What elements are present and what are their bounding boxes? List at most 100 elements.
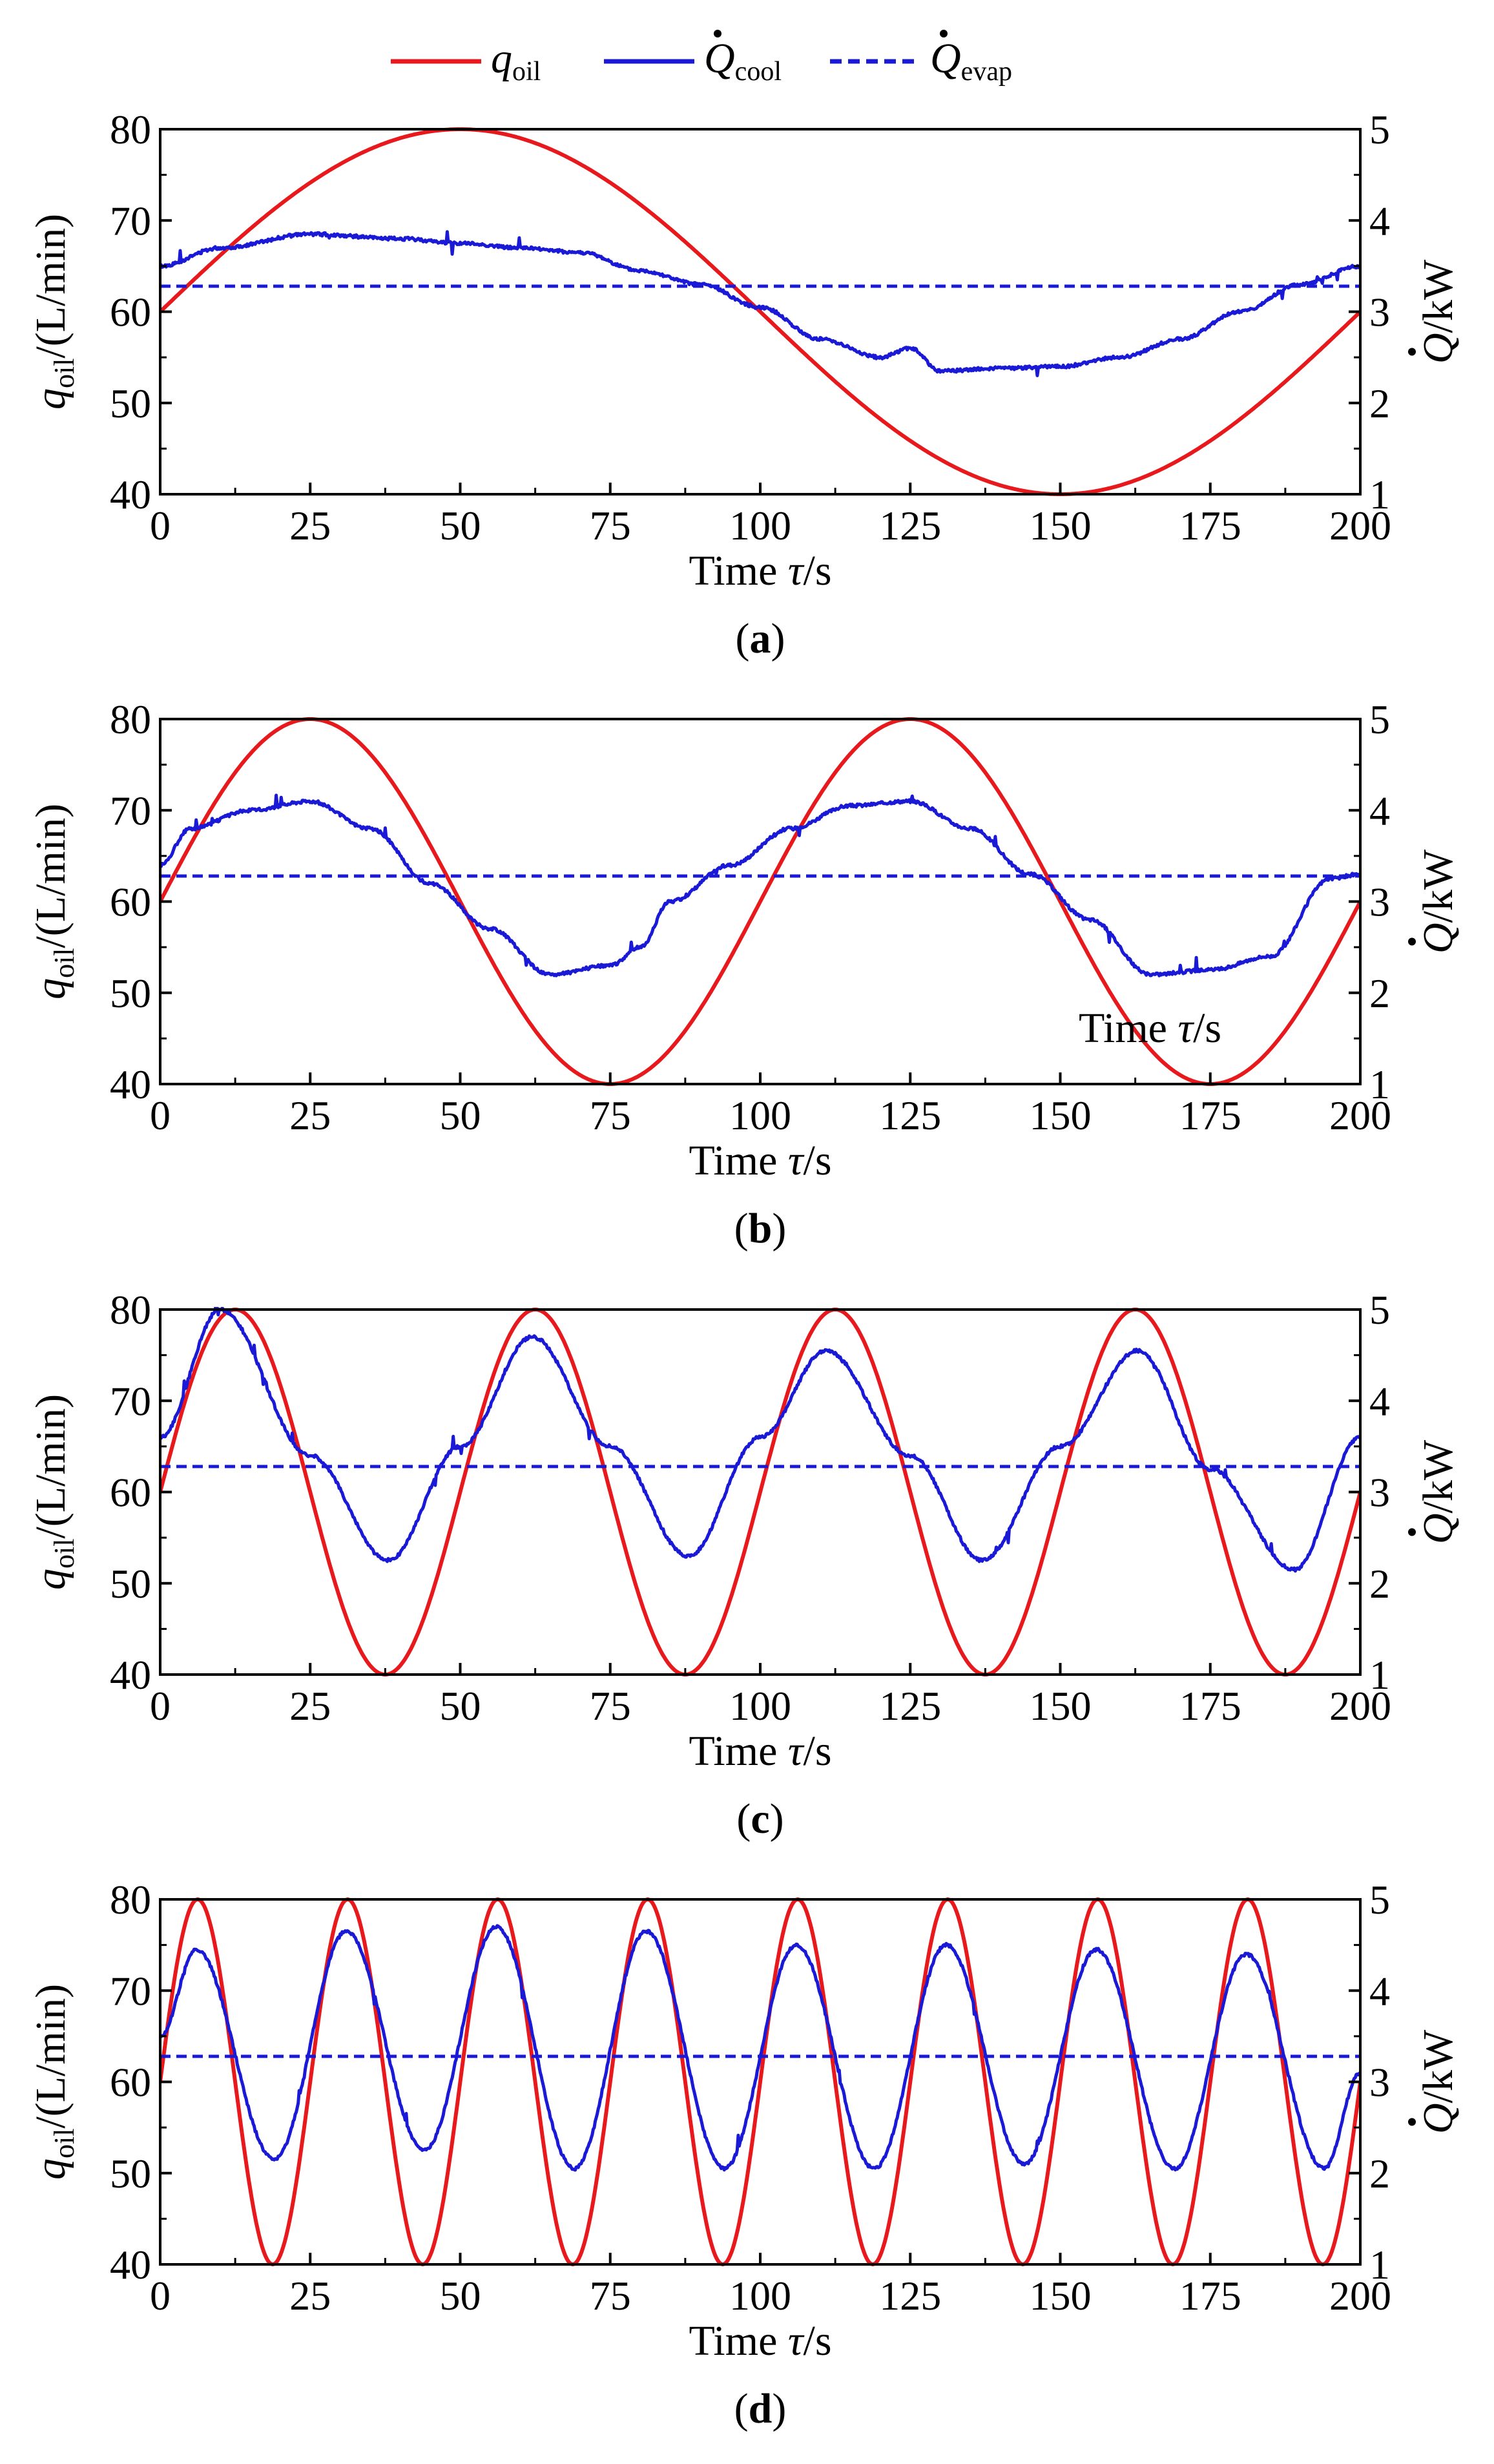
x-tick-label: 200 bbox=[1329, 503, 1391, 548]
plot-area bbox=[160, 1307, 1360, 1677]
legend-label-q-cool: Qcool bbox=[704, 30, 782, 87]
x-tick-label: 100 bbox=[729, 1092, 791, 1138]
y-right-tick-label: 2 bbox=[1369, 2151, 1390, 2197]
svg-text:Q/kW: Q/kW bbox=[1415, 259, 1462, 364]
y-left-tick-label: 40 bbox=[110, 472, 151, 517]
y-right-tick-label: 4 bbox=[1369, 1378, 1390, 1424]
x-tick-label: 50 bbox=[440, 503, 481, 548]
y-right-axis-label: Q/kW bbox=[1408, 849, 1462, 954]
x-tick-label: 175 bbox=[1179, 1683, 1241, 1729]
x-tick-label: 0 bbox=[150, 1092, 171, 1138]
legend-q-cool-dot bbox=[714, 30, 721, 37]
series-q-oil bbox=[160, 1307, 1360, 1677]
svg-text:qoil/(L/min): qoil/(L/min) bbox=[27, 1394, 80, 1590]
y-right-tick-label: 3 bbox=[1369, 879, 1390, 925]
x-tick-label: 75 bbox=[590, 503, 631, 548]
x-tick-label: 200 bbox=[1329, 1683, 1391, 1729]
y-right-tick-label: 1 bbox=[1369, 2242, 1390, 2288]
y-right-tick-label: 5 bbox=[1369, 1877, 1390, 1923]
x-tick-label: 125 bbox=[879, 1683, 941, 1729]
x-tick-label: 125 bbox=[879, 1092, 941, 1138]
svg-text:Q/kW: Q/kW bbox=[1415, 1439, 1462, 1544]
x-tick-label: 0 bbox=[150, 1683, 171, 1729]
panel-b: 0 25 50 75 100 125 150 175 200 40 50 60 70 80 1 2 3 4 5 Tim… bbox=[27, 696, 1462, 1252]
y-left-tick-label: 80 bbox=[110, 1287, 151, 1333]
x-tick-label: 150 bbox=[1030, 503, 1092, 548]
plot-area bbox=[160, 1897, 1360, 2267]
series-q-oil bbox=[160, 127, 1360, 496]
y-right-axis-label: Q/kW bbox=[1408, 2029, 1462, 2134]
series-q-cool bbox=[160, 1307, 1360, 1573]
panel-d: 0 25 50 75 100 125 150 175 200 40 50 60 70 80 1 2 3 4 5 Tim… bbox=[27, 1877, 1462, 2432]
y-right-tick-label: 1 bbox=[1369, 472, 1390, 517]
x-axis-label: Time τ/s bbox=[689, 1728, 831, 1775]
y-left-tick-label: 80 bbox=[110, 1877, 151, 1923]
x-tick-label: 50 bbox=[440, 2273, 481, 2319]
y-left-tick-label: 50 bbox=[110, 381, 151, 426]
series-q-cool bbox=[160, 230, 1360, 377]
y-left-tick-label: 50 bbox=[110, 2151, 151, 2197]
series-q-oil bbox=[160, 717, 1360, 1086]
y-right-tick-label: 4 bbox=[1369, 1968, 1390, 2014]
x-tick-label: 150 bbox=[1030, 1683, 1092, 1729]
y-right-label-dot bbox=[1408, 937, 1416, 946]
svg-text:qoil/(L/min): qoil/(L/min) bbox=[27, 1984, 80, 2180]
y-left-tick-label: 60 bbox=[110, 1470, 151, 1516]
y-left-tick-label: 70 bbox=[110, 1378, 151, 1424]
legend-q-evap-dot bbox=[940, 30, 948, 37]
y-left-axis-label: qoil/(L/min) bbox=[27, 1984, 80, 2180]
x-tick-label: 25 bbox=[289, 503, 331, 548]
y-right-tick-label: 1 bbox=[1369, 1652, 1390, 1698]
y-left-tick-label: 70 bbox=[110, 788, 151, 833]
y-left-tick-label: 40 bbox=[110, 2242, 151, 2288]
legend-label-q-oil: qoil bbox=[491, 35, 541, 87]
y-right-label-dot bbox=[1408, 348, 1416, 356]
x-tick-label: 75 bbox=[590, 1092, 631, 1138]
y-left-tick-label: 70 bbox=[110, 198, 151, 244]
x-tick-label: 150 bbox=[1030, 1092, 1092, 1138]
x-tick-label: 175 bbox=[1179, 2273, 1241, 2319]
y-left-axis-label: qoil/(L/min) bbox=[27, 214, 80, 410]
plot-area bbox=[160, 127, 1360, 496]
x-tick-label: 25 bbox=[289, 1092, 331, 1138]
legend-label-q-evap: Qevap bbox=[930, 30, 1012, 87]
x-tick-label: 175 bbox=[1179, 1092, 1241, 1138]
y-left-tick-label: 60 bbox=[110, 289, 151, 335]
x-tick-label: 100 bbox=[729, 2273, 791, 2319]
x-tick-label: 25 bbox=[289, 2273, 331, 2319]
panel-label: (b) bbox=[734, 1205, 787, 1252]
y-right-tick-label: 5 bbox=[1369, 1287, 1390, 1333]
x-axis-label: Time τ/s bbox=[689, 1137, 831, 1184]
y-right-tick-label: 5 bbox=[1369, 696, 1390, 742]
y-right-label-dot bbox=[1408, 2118, 1416, 2126]
y-left-tick-label: 60 bbox=[110, 879, 151, 925]
x-tick-label: 75 bbox=[590, 1683, 631, 1729]
y-right-tick-label: 3 bbox=[1369, 1470, 1390, 1516]
y-right-tick-label: 1 bbox=[1369, 1061, 1390, 1107]
svg-text:Q/kW: Q/kW bbox=[1415, 2029, 1462, 2134]
panel-c: 0 25 50 75 100 125 150 175 200 40 50 60 70 80 1 2 3 4 5 Tim… bbox=[27, 1287, 1462, 1843]
y-right-axis-label: Q/kW bbox=[1408, 259, 1462, 364]
x-tick-label: 100 bbox=[729, 1683, 791, 1729]
y-right-tick-label: 5 bbox=[1369, 107, 1390, 152]
y-left-tick-label: 70 bbox=[110, 1968, 151, 2014]
x-tick-label: 175 bbox=[1179, 503, 1241, 548]
panel-label: (d) bbox=[734, 2385, 787, 2432]
y-left-axis-label: qoil/(L/min) bbox=[27, 1394, 80, 1590]
x-tick-label: 100 bbox=[729, 503, 791, 548]
y-left-tick-label: 40 bbox=[110, 1061, 151, 1107]
x-tick-label: 25 bbox=[289, 1683, 331, 1729]
x-tick-label: 50 bbox=[440, 1683, 481, 1729]
y-right-label-dot bbox=[1408, 1528, 1416, 1536]
series-q-cool bbox=[160, 1924, 1360, 2172]
y-left-axis-label: qoil/(L/min) bbox=[27, 804, 80, 999]
y-left-tick-label: 50 bbox=[110, 1561, 151, 1607]
y-left-tick-label: 40 bbox=[110, 1652, 151, 1698]
x-tick-label: 150 bbox=[1030, 2273, 1092, 2319]
y-right-axis-label: Q/kW bbox=[1408, 1439, 1462, 1544]
svg-text:Q/kW: Q/kW bbox=[1415, 849, 1462, 954]
svg-text:qoil/(L/min): qoil/(L/min) bbox=[27, 214, 80, 410]
panel-label: (c) bbox=[736, 1795, 783, 1843]
x-tick-label: 125 bbox=[879, 503, 941, 548]
x-axis-label: Time τ/s bbox=[689, 2317, 831, 2365]
